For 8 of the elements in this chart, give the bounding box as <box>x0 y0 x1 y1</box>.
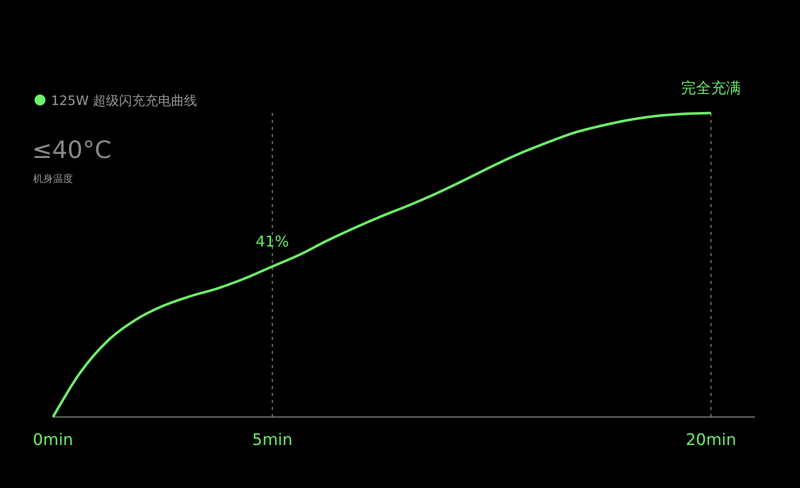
annotation: ≤40°C <box>32 136 112 164</box>
annotation: 完全充满 <box>681 79 741 97</box>
legend-label: 125W 超级闪充充电曲线 <box>51 94 197 109</box>
annotation: 机身温度 <box>33 173 73 185</box>
annotation: 41% <box>256 232 290 251</box>
x-tick-label: 0min <box>32 430 74 449</box>
x-tick-label: 5min <box>252 430 293 449</box>
x-tick-label: 20min <box>686 430 736 449</box>
